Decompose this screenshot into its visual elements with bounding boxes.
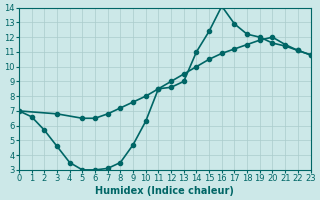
X-axis label: Humidex (Indice chaleur): Humidex (Indice chaleur) bbox=[95, 186, 234, 196]
